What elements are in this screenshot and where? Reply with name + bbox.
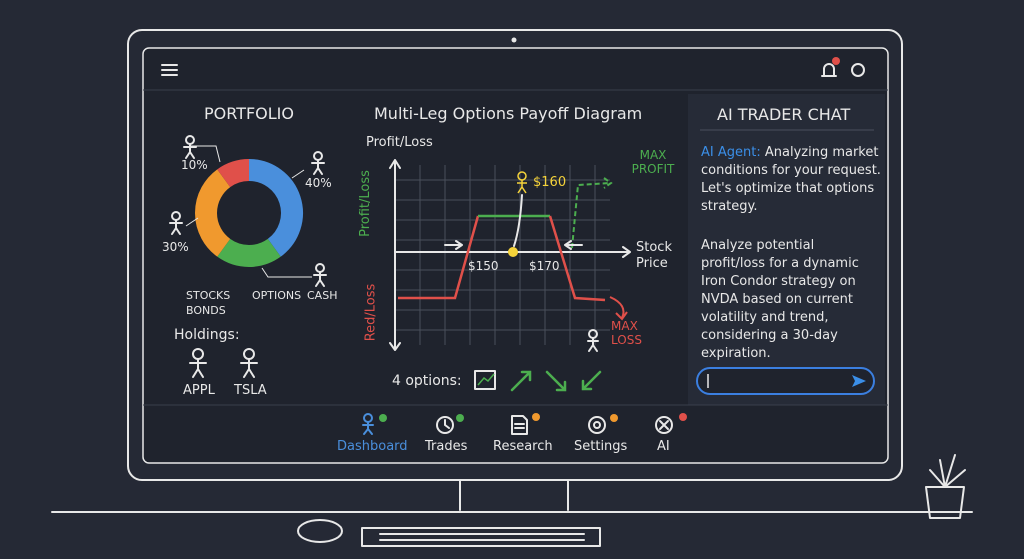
payoff-axes <box>389 159 631 351</box>
nav-dot <box>679 413 687 421</box>
chart-icon <box>474 370 496 390</box>
nav-dot <box>456 414 464 422</box>
send-button[interactable] <box>852 375 866 387</box>
payoff-loss-left <box>398 215 480 300</box>
max-loss-arrow <box>609 296 628 321</box>
agent-name: AI Agent: <box>701 145 761 160</box>
payoff-pointers <box>444 194 583 250</box>
nav-item[interactable]: Dashboard <box>337 439 408 454</box>
mouse <box>297 519 343 543</box>
portfolio-title: PORTFOLIO <box>204 104 294 123</box>
stand <box>51 479 973 513</box>
holding: APPL <box>183 383 215 398</box>
pie-label: 40% <box>305 176 332 190</box>
pie-segment <box>195 169 231 257</box>
chat-panel <box>688 94 885 405</box>
camera <box>511 37 517 43</box>
x-axis-label: Stock Price <box>636 240 672 271</box>
nav-item[interactable]: Research <box>493 439 553 454</box>
pie-segment <box>248 159 303 257</box>
chat-title: AI TRADER CHAT <box>717 105 851 124</box>
y-axis-label: Profit/Loss <box>366 135 433 150</box>
monitor <box>127 29 903 481</box>
user-prompt: Analyze potential profit/loss for a dyna… <box>701 238 859 361</box>
menu-icon[interactable] <box>161 64 178 76</box>
donut-chart <box>195 159 303 267</box>
pie-segment <box>217 238 281 267</box>
holding: TSLA <box>234 383 267 398</box>
legend-item: OPTIONS <box>252 289 302 302</box>
nav-item[interactable]: Settings <box>574 439 628 454</box>
options-label: 4 options: <box>392 373 462 389</box>
pie-label: 30% <box>162 240 189 254</box>
nav-dot <box>379 414 387 422</box>
payoff-loss-right <box>548 215 606 302</box>
max-profit: MAX PROFIT <box>631 148 675 176</box>
profit-label: Profit/Loss <box>357 170 373 237</box>
max-loss: MAX LOSS <box>611 319 642 347</box>
nav-dot <box>532 413 540 421</box>
agent-text: Analyzing market conditions for your req… <box>701 145 881 214</box>
legend-item: CASH <box>307 289 338 302</box>
agent-message: AI Agent: Analyzing market conditions fo… <box>701 144 881 216</box>
strike-label: $170 <box>529 259 560 273</box>
payoff-title: Multi-Leg Options Payoff Diagram <box>374 104 643 123</box>
price-marker-label: $160 <box>533 175 567 190</box>
legend-item: STOCKS <box>186 289 231 302</box>
pie-label: 10% <box>181 158 208 172</box>
strike-label: $150 <box>468 259 499 273</box>
chat-input[interactable] <box>696 367 875 395</box>
holdings-title: Holdings: <box>174 327 240 343</box>
legend-item: BONDS <box>186 304 226 317</box>
marker-figure-body <box>517 180 527 194</box>
loss-figure <box>587 329 599 352</box>
payoff-grid <box>395 165 610 345</box>
loss-label: Red/Loss <box>363 283 379 342</box>
nav-dot <box>610 414 618 422</box>
notification-icon[interactable] <box>821 63 837 77</box>
keyboard <box>361 527 601 547</box>
price-marker <box>508 247 518 257</box>
chart-icon-line <box>477 373 495 386</box>
settings-icon[interactable] <box>851 63 865 77</box>
nav-icons <box>362 413 673 435</box>
max-profit-arrow <box>571 177 613 249</box>
pie-leaders <box>185 145 312 278</box>
plant <box>925 454 966 519</box>
option-arrows <box>510 370 602 392</box>
stick-figures <box>169 135 327 378</box>
notification-dot <box>832 57 840 65</box>
pie-segment <box>217 159 250 188</box>
nav-item[interactable]: Trades <box>425 439 468 454</box>
nav-item[interactable]: AI <box>657 439 670 454</box>
